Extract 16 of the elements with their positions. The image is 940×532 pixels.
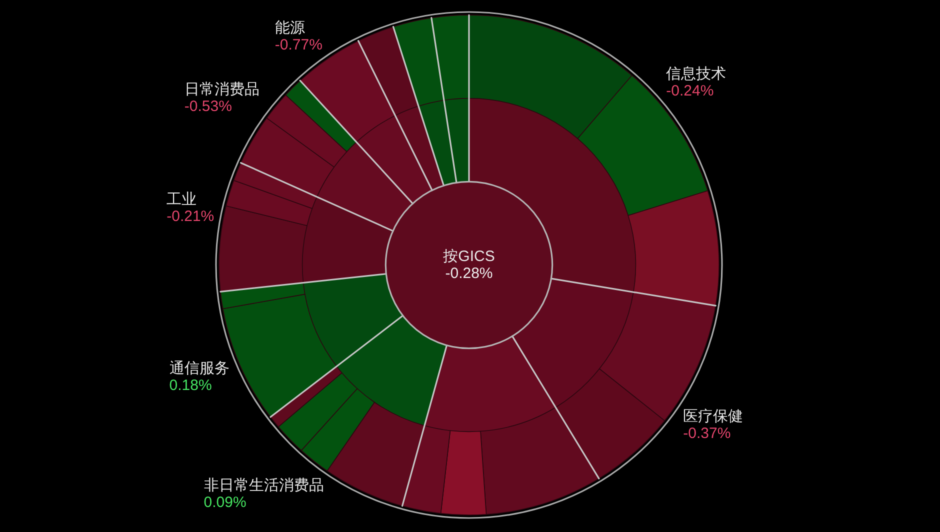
text: -0.21%	[166, 208, 214, 225]
slice-label: 工业	[166, 190, 197, 208]
text: 0.09%	[204, 494, 246, 512]
text: -0.53%	[184, 98, 232, 116]
slice-label: 日常消费品	[184, 81, 260, 98]
slice-label: 能源	[274, 20, 305, 37]
text: -0.24%	[666, 82, 714, 100]
text: -0.28%	[445, 265, 493, 282]
slice-label: 通信服务	[169, 360, 230, 377]
text: 0.18%	[169, 376, 212, 394]
text: -0.77%	[274, 36, 322, 54]
slice-label: 医疗保健	[683, 408, 744, 426]
slice-label: 非日常生活消费品	[204, 477, 324, 494]
slice-label: 信息技术	[666, 65, 726, 82]
slice-label: 按GICS	[443, 248, 495, 265]
text: -0.37%	[683, 425, 731, 442]
